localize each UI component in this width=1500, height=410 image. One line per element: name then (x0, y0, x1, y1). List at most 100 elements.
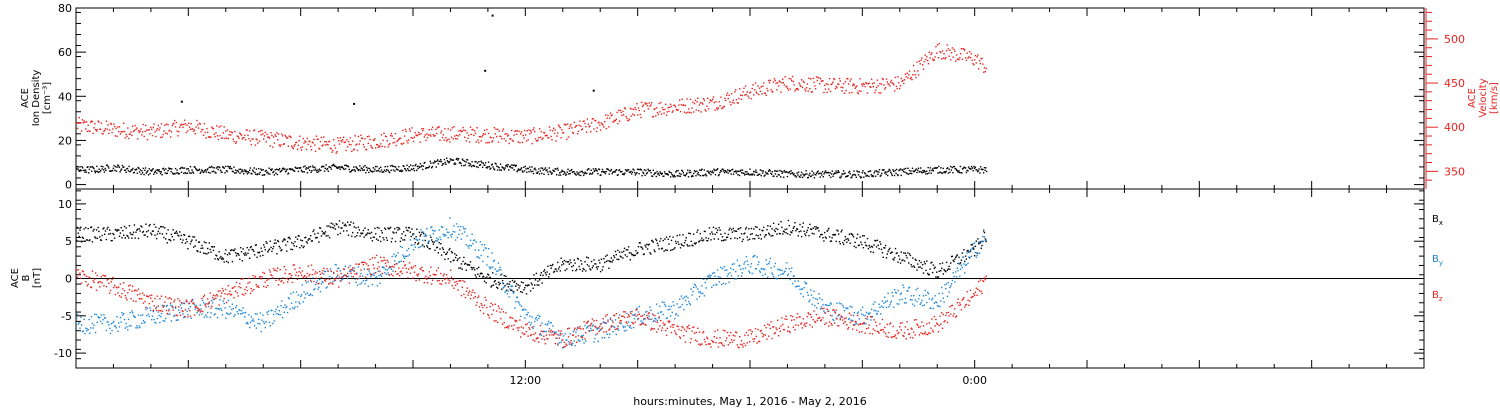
velocity-point (644, 102, 646, 104)
b-point-by (770, 267, 772, 269)
velocity-point (151, 134, 154, 137)
b-point-bx (398, 227, 400, 229)
b-axis-tick-label: -10 (54, 347, 72, 360)
velocity-point (900, 77, 902, 80)
b-point-by (671, 311, 673, 314)
velocity-point (84, 121, 86, 124)
b-point-bx (902, 259, 904, 261)
b-point-by (914, 299, 916, 301)
b-point-bx (913, 266, 916, 268)
b-point-bx (198, 241, 201, 243)
density-point (818, 172, 821, 175)
density-point (425, 167, 427, 170)
b-point-bx (296, 238, 299, 240)
velocity-point (319, 140, 322, 143)
density-point (903, 168, 905, 170)
b-point-by (98, 317, 100, 319)
density-point (243, 173, 245, 175)
b-point-bx (933, 267, 935, 270)
velocity-point (440, 132, 442, 134)
velocity-point (225, 130, 227, 132)
b-point-by (286, 305, 288, 308)
velocity-point (841, 90, 843, 92)
b-point-by (338, 276, 341, 278)
density-point (697, 171, 699, 174)
velocity-point (901, 80, 903, 83)
velocity-point (396, 140, 398, 143)
b-point-bx (900, 251, 902, 253)
b-point-bz (197, 310, 199, 312)
b-point-bx (592, 265, 594, 267)
density-point (927, 166, 929, 169)
velocity-point (664, 108, 666, 111)
b-point-bx (920, 261, 922, 264)
velocity-point (983, 71, 985, 73)
b-point-bx (887, 250, 889, 253)
density-point (344, 168, 347, 170)
b-point-bx (448, 249, 450, 251)
density-point (660, 172, 662, 174)
density-point (249, 167, 252, 169)
velocity-point (790, 78, 792, 80)
b-point-bx (779, 233, 781, 235)
density-point (174, 173, 176, 175)
velocity-point (903, 79, 906, 81)
velocity-point (981, 57, 983, 60)
b-point-bx (324, 231, 327, 233)
b-point-bx (80, 241, 83, 243)
b-point-bx (639, 242, 641, 244)
b-point-by (488, 266, 491, 268)
density-point (961, 172, 963, 174)
b-point-by (116, 316, 118, 318)
density-point (596, 170, 598, 172)
velocity-point (674, 106, 677, 108)
b-point-bx (445, 253, 448, 255)
density-point (454, 162, 456, 164)
b-point-bx (259, 255, 262, 257)
velocity-point (944, 58, 946, 60)
velocity-point (805, 87, 808, 89)
b-point-by (950, 283, 953, 285)
b-point-by (922, 305, 924, 307)
b-point-bx (682, 234, 684, 236)
b-point-bx (782, 233, 784, 235)
b-point-bx (484, 277, 486, 279)
b-point-bz (98, 281, 100, 283)
b-point-bx (587, 257, 589, 259)
b-point-bx (123, 234, 125, 236)
b-point-bx (600, 258, 603, 260)
b-point-bx (169, 239, 172, 242)
b-point-bx (823, 240, 825, 242)
b-point-bx (706, 240, 708, 242)
density-point (768, 170, 770, 172)
b-point-bx (546, 271, 548, 273)
b-point-bx (281, 249, 283, 251)
b-point-bz (90, 286, 93, 289)
b-point-by (969, 249, 972, 251)
density-point (630, 170, 632, 173)
velocity-point (457, 135, 459, 137)
b-point-by (603, 321, 605, 323)
b-point-bx (267, 251, 269, 253)
velocity-point (838, 77, 841, 80)
velocity-point (393, 137, 395, 140)
b-point-bx (216, 258, 219, 260)
b-point-by (230, 308, 233, 311)
velocity-point (244, 139, 247, 141)
b-point-bx (221, 258, 223, 260)
velocity-point (452, 138, 454, 140)
b-point-bx (927, 274, 930, 276)
velocity-point (555, 140, 557, 142)
b-point-bx (492, 284, 495, 286)
b-point-bx (588, 265, 590, 267)
b-point-bx (461, 268, 463, 270)
velocity-point (99, 128, 102, 130)
b-point-by (730, 267, 732, 270)
b-point-bx (908, 262, 910, 264)
b-point-bz (118, 295, 121, 297)
velocity-point (478, 141, 480, 144)
b-point-bx (814, 226, 816, 228)
velocity-point (956, 58, 958, 60)
b-point-bx (238, 254, 240, 256)
